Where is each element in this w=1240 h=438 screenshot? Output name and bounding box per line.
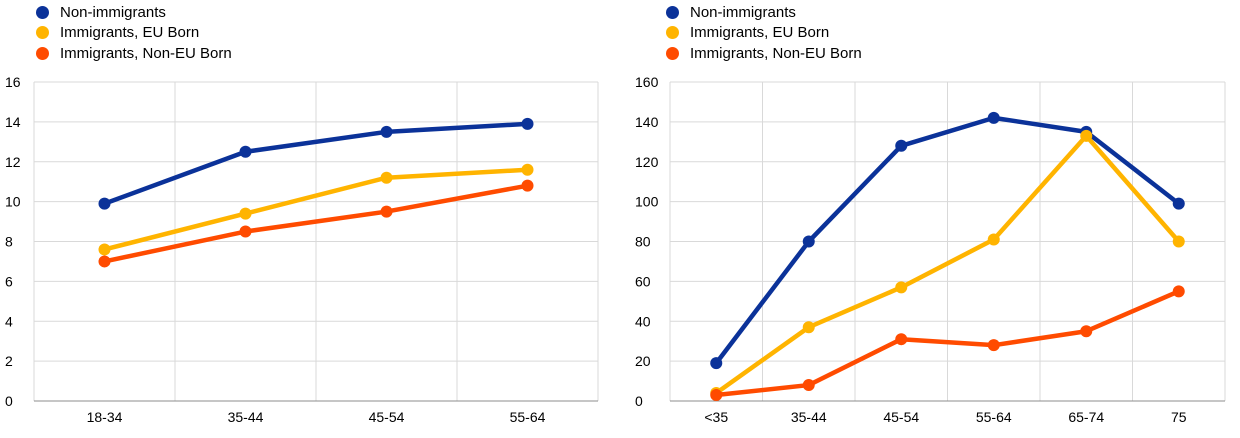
series-line [714, 289, 1181, 398]
legend-item-non-immigrants: Non-immigrants [36, 2, 232, 23]
chart-panel-right: Non-immigrants Immigrants, EU Born Immig… [630, 0, 1240, 438]
data-point [895, 281, 908, 294]
data-point [380, 205, 393, 218]
legend-marker-icon [36, 26, 49, 40]
data-point [380, 125, 393, 138]
y-tick-label: 140 [635, 114, 659, 130]
x-tick-label: 35-44 [791, 409, 827, 425]
x-tick-label: 45-54 [369, 409, 405, 425]
data-point [802, 321, 815, 334]
data-point [802, 235, 815, 248]
data-point [380, 171, 393, 184]
data-point [710, 357, 723, 370]
series-line [102, 183, 530, 264]
line-chart-left: 0 2 4 6 8 10 12 14 16 18-34 35-44 45-54 55-64 [5, 74, 599, 425]
legend-item-eu-born: Immigrants, EU Born [36, 23, 232, 44]
y-tick-label: 8 [5, 234, 13, 250]
data-point [98, 197, 111, 210]
chart-panel-left: Non-immigrants Immigrants, EU Born Immig… [0, 0, 610, 438]
x-tick-label: 55-64 [510, 409, 546, 425]
x-tick-label: 45-54 [883, 409, 919, 425]
legend-marker-icon [666, 46, 679, 60]
y-tick-label: 160 [635, 74, 659, 90]
y-tick-label: 0 [5, 393, 13, 409]
data-point [521, 163, 534, 176]
legend-item-non-eu-born: Immigrants, Non-EU Born [666, 43, 862, 64]
y-tick-label: 120 [635, 154, 659, 170]
data-point [98, 255, 111, 268]
legend-label: Non-immigrants [60, 3, 166, 21]
data-point [239, 207, 252, 220]
series-line [714, 115, 1181, 366]
data-point [987, 339, 1000, 352]
y-tick-label: 14 [5, 114, 21, 130]
legend-marker-icon [666, 26, 679, 40]
legend: Non-immigrants Immigrants, EU Born Immig… [666, 2, 862, 64]
data-point [1080, 325, 1093, 338]
legend-item-non-eu-born: Immigrants, Non-EU Born [36, 43, 232, 64]
data-point [521, 179, 534, 192]
y-tick-label: 12 [5, 154, 21, 170]
y-tick-label: 40 [635, 313, 651, 329]
legend-marker-icon [666, 5, 679, 19]
y-tick-label: 60 [635, 273, 651, 289]
x-tick-label: 65-74 [1068, 409, 1104, 425]
data-point [1172, 197, 1185, 210]
legend-label: Immigrants, Non-EU Born [60, 44, 232, 62]
data-point [895, 333, 908, 346]
data-point [521, 117, 534, 130]
legend-label: Immigrants, EU Born [690, 24, 830, 42]
x-tick-label: 75 [1171, 409, 1187, 425]
legend-label: Non-immigrants [690, 3, 796, 21]
legend: Non-immigrants Immigrants, EU Born Immig… [36, 2, 232, 64]
series-line [102, 121, 530, 206]
x-tick-label: 55-64 [976, 409, 1012, 425]
y-tick-label: 6 [5, 273, 13, 289]
legend-label: Immigrants, Non-EU Born [690, 44, 862, 62]
line-chart-right: 0 20 40 60 80 100 120 140 160 <35 35-44 45-54 55-64 6… [635, 74, 1226, 425]
data-point [710, 389, 723, 402]
series-line [714, 133, 1181, 396]
y-tick-label: 80 [635, 234, 651, 250]
y-tick-label: 2 [5, 353, 13, 369]
data-point [895, 139, 908, 152]
legend-label: Immigrants, EU Born [60, 24, 200, 42]
legend-marker-icon [36, 5, 49, 19]
y-tick-label: 4 [5, 313, 13, 329]
series-line [102, 167, 530, 252]
x-tick-label: 18-34 [87, 409, 123, 425]
data-point [1080, 129, 1093, 142]
data-point [239, 145, 252, 158]
x-tick-label: 35-44 [228, 409, 264, 425]
data-point [1172, 235, 1185, 248]
y-tick-label: 20 [635, 353, 651, 369]
y-tick-label: 16 [5, 74, 21, 90]
legend-marker-icon [36, 46, 49, 60]
data-point [239, 225, 252, 238]
data-point [98, 243, 111, 256]
y-tick-label: 10 [5, 194, 21, 210]
data-point [987, 111, 1000, 124]
data-point [987, 233, 1000, 246]
legend-item-eu-born: Immigrants, EU Born [666, 23, 862, 44]
y-tick-label: 100 [635, 194, 659, 210]
x-tick-label: <35 [704, 409, 728, 425]
legend-item-non-immigrants: Non-immigrants [666, 2, 862, 23]
data-point [1172, 285, 1185, 298]
y-tick-label: 0 [635, 393, 643, 409]
data-point [802, 379, 815, 392]
